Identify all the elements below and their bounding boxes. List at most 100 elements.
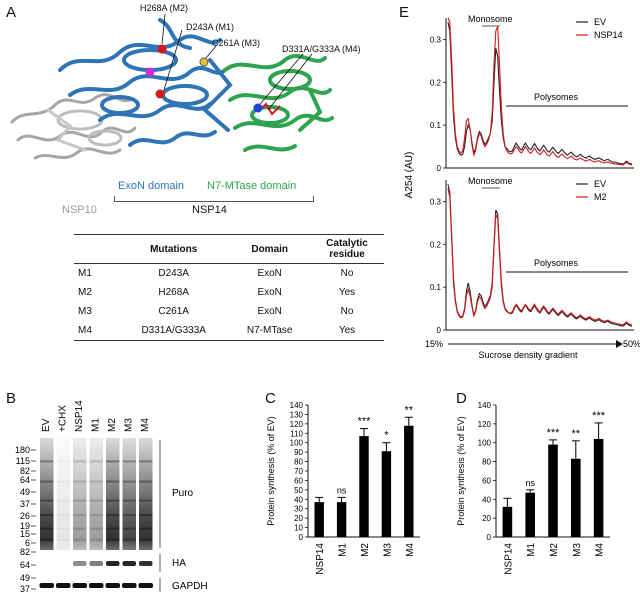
puro-band (40, 460, 54, 463)
mutation-label-m3: C261A (M3) (212, 38, 261, 48)
puro-band (122, 499, 136, 502)
puro-band (73, 460, 87, 463)
puro-band (106, 460, 120, 463)
table-cell-domain: ExoN (257, 268, 282, 279)
gapdh-band (39, 583, 54, 588)
bar (548, 444, 558, 537)
mw-marker: 49 (20, 487, 30, 497)
puro-lane (106, 438, 120, 550)
panel-e-label: E (399, 4, 410, 21)
category-label: M2 (549, 543, 560, 557)
y-tick-label: 90 (294, 448, 303, 457)
ha-label: HA (172, 558, 186, 569)
mw-marker: 15 (20, 529, 30, 539)
category-label: M4 (405, 543, 416, 557)
legend-label: EV (594, 17, 606, 27)
y-tick-label: 80 (482, 458, 491, 467)
gradient-start-label: 15% (425, 339, 443, 349)
y-tick-label: 0 (437, 326, 442, 335)
puro-band (40, 538, 54, 541)
y-tick-label: 10 (294, 524, 303, 533)
y-tick-label: 0 (487, 533, 492, 542)
table-cell-mutation: D243A (158, 268, 189, 279)
bar (502, 506, 513, 537)
gapdh-band (72, 583, 87, 588)
significance-label: ** (572, 428, 581, 440)
significance-label: *** (592, 410, 606, 422)
y-axis-label: Protein synthesis (% of EV) (266, 416, 276, 526)
mutation-label-m4: D331A/G333A (M4) (282, 44, 361, 54)
ha-band (89, 561, 103, 566)
bar (404, 425, 414, 537)
monosome-label: Monosome (468, 176, 513, 186)
y-tick-label: 40 (294, 495, 303, 504)
puro-band (139, 538, 153, 541)
puro-band (106, 480, 120, 483)
puro-lane (139, 438, 153, 550)
significance-label: *** (547, 427, 561, 439)
y-tick-label: 0.1 (430, 121, 442, 130)
x-axis-label: Sucrose density gradient (478, 350, 578, 360)
gapdh-band (89, 583, 104, 588)
puro-label: Puro (172, 488, 194, 499)
nsp10-label: NSP10 (62, 204, 97, 216)
table-cell-domain: ExoN (257, 306, 282, 317)
puro-band (56, 460, 70, 463)
puro-band (139, 499, 153, 502)
puro-band (139, 527, 153, 530)
table-row: M2 H268A ExoN Yes (74, 283, 384, 302)
puro-lane (40, 438, 54, 550)
y-tick-label: 140 (290, 401, 304, 410)
gapdh-band (56, 583, 71, 588)
puro-band (139, 514, 153, 517)
mw-marker: 115 (16, 456, 30, 466)
table-cell-id: M4 (78, 325, 92, 336)
table-header-mutations: Mutations (150, 243, 198, 255)
mutation-table: Mutations Domain Catalytic residue M1 D2… (74, 234, 384, 341)
category-label: M3 (382, 543, 393, 557)
puro-band (122, 538, 136, 541)
puro-band (73, 527, 87, 530)
ha-band (139, 561, 153, 566)
mw-marker: 26 (20, 511, 30, 521)
significance-label: *** (358, 416, 372, 428)
table-cell-catalytic: No (340, 268, 354, 279)
zinc-ion (145, 67, 155, 77)
puro-lane (73, 438, 87, 550)
gapdh-label: GAPDH (172, 581, 208, 592)
lane-label: +CHX (58, 405, 69, 432)
profile-line (447, 22, 633, 165)
mw-marker: 6 (25, 538, 30, 548)
western-blot: EV +CHX NSP14 M1 M2 M3 M4Puro18011582644937261… (15, 400, 208, 594)
protein-structure-figure (10, 13, 334, 160)
legend-label: M2 (594, 192, 607, 202)
mtase-domain-label: N7-MTase domain (207, 180, 297, 192)
table-row: M4 D331A/G333A N7-MTase Yes (74, 321, 384, 341)
lane-label: M4 (140, 418, 151, 432)
gradient-end-label: 50% (623, 339, 640, 349)
y-tick-label: 60 (482, 476, 491, 485)
mw-marker: 82 (20, 466, 30, 476)
y-tick-label: 100 (478, 439, 492, 448)
gapdh-band (105, 583, 120, 588)
table-cell-catalytic: Yes (338, 287, 356, 298)
puro-band (40, 527, 54, 530)
mw-marker: 180 (15, 445, 30, 455)
y-tick-label: 120 (478, 420, 492, 429)
y-tick-label: 100 (290, 439, 304, 448)
puro-band (56, 499, 70, 502)
mutation-site-d331a (253, 103, 263, 113)
y-tick-label: 20 (294, 514, 303, 523)
significance-label: ns (337, 485, 347, 495)
panel-d-label: D (456, 390, 467, 407)
exon-domain-structure (58, 18, 233, 147)
puro-band (122, 480, 136, 483)
puro-band (56, 514, 70, 517)
y-tick-label: 30 (294, 505, 303, 514)
y-tick-label: 0 (437, 164, 442, 173)
y-tick-label: 110 (290, 429, 303, 438)
nsp10-structure (10, 93, 137, 160)
table-row: M3 C261A ExoN No (74, 302, 384, 321)
panel-a-label: A (6, 4, 17, 21)
